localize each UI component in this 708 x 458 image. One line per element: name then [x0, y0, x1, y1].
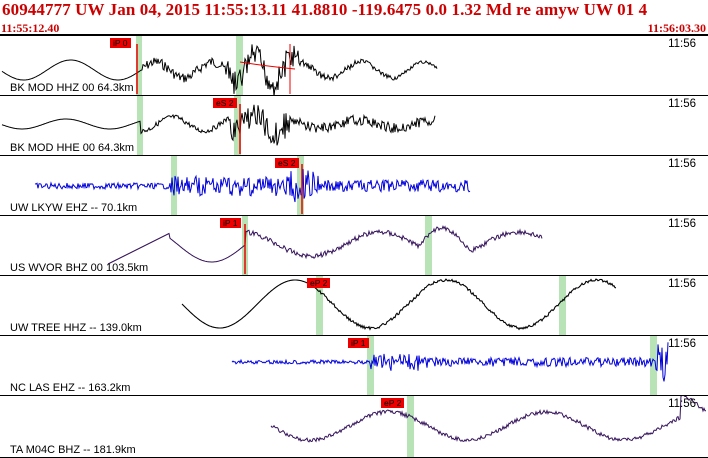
seismogram-waveform — [1, 36, 438, 95]
trace-panel-uw-lkyw-ehz[interactable]: eS 2 11:56 UW LKYW EHZ -- 70.1km — [0, 156, 708, 216]
trace-panel-us-wvor-bhz[interactable]: iP 1 11:56 US WVOR BHZ 00 103.5km — [0, 216, 708, 276]
station-label: BK MOD HHE 00 64.3km — [10, 142, 135, 154]
window-end-time: 11:56:03.30 — [647, 21, 706, 35]
phase-pick-label[interactable]: iP 0 — [110, 38, 131, 48]
waveform-path — [270, 396, 706, 443]
panel-time-label: 11:56 — [668, 218, 696, 230]
trace-panel-uw-tree-hhz[interactable]: eP 2 11:56 UW TREE HHZ -- 139.0km — [0, 276, 708, 336]
trace-panel-bk-mod-hhz[interactable]: iP 0 11:56 BK MOD HHZ 00 64.3km — [0, 36, 708, 96]
panel-time-label: 11:56 — [668, 398, 696, 410]
arrival-window — [136, 36, 142, 95]
phase-pick-label[interactable]: eP 2 — [381, 398, 405, 408]
phase-pick-label[interactable]: eP 2 — [307, 278, 331, 288]
arrival-window — [297, 156, 304, 215]
waveform-path — [1, 44, 438, 95]
waveform-path — [231, 342, 669, 382]
trace-panel-bk-mod-hhe[interactable]: eS 2 11:56 BK MOD HHE 00 64.3km — [0, 96, 708, 156]
station-label: TA M04C BHZ -- 181.9km — [10, 444, 136, 456]
station-label: US WVOR BHZ 00 103.5km — [10, 262, 149, 274]
phase-pick-label[interactable]: eS 2 — [213, 98, 237, 108]
phase-pick-label[interactable]: iP 1 — [348, 338, 369, 348]
station-label: UW LKYW EHZ -- 70.1km — [10, 202, 138, 214]
panel-time-label: 11:56 — [668, 278, 696, 290]
arrival-window — [559, 276, 566, 335]
station-label: BK MOD HHZ 00 64.3km — [10, 82, 134, 94]
arrival-window — [425, 216, 432, 275]
waveform-path — [181, 278, 617, 331]
waveform-path — [1, 104, 436, 146]
waveform-path — [34, 169, 471, 203]
station-label: NC LAS EHZ -- 163.2km — [10, 382, 131, 394]
phase-pick-label[interactable]: eS 2 — [275, 158, 299, 168]
arrival-window — [316, 276, 323, 335]
trace-panel-nc-las-ehz[interactable]: iP 1 11:56 NC LAS EHZ -- 163.2km — [0, 336, 708, 396]
panel-time-label: 11:56 — [668, 338, 696, 350]
header-divider — [0, 34, 708, 36]
phase-pick-label[interactable]: iP 1 — [220, 218, 241, 228]
arrival-window — [407, 396, 414, 457]
seismogram-waveform — [270, 396, 706, 457]
seismogram-waveform — [1, 96, 436, 155]
panel-time-label: 11:56 — [668, 98, 696, 110]
window-start-time: 11:55:12.40 — [1, 21, 60, 35]
arrival-window — [236, 36, 243, 95]
panel-time-label: 11:56 — [668, 38, 696, 50]
trace-panel-ta-m04c-bhz[interactable]: eP 2 11:56 TA M04C BHZ -- 181.9km — [0, 396, 708, 458]
seismogram-waveform — [107, 216, 543, 275]
event-header-title: 60944777 UW Jan 04, 2015 11:55:13.11 41.… — [2, 0, 648, 19]
arrival-window — [650, 336, 657, 395]
seismogram-waveform — [231, 336, 669, 395]
coda-fit-curve — [239, 61, 296, 70]
station-label: UW TREE HHZ -- 139.0km — [10, 322, 142, 334]
arrival-window — [171, 156, 177, 215]
panel-time-label: 11:56 — [668, 158, 696, 170]
seismogram-waveform — [34, 156, 471, 215]
waveform-path — [107, 225, 543, 265]
seismogram-waveform — [181, 276, 617, 335]
